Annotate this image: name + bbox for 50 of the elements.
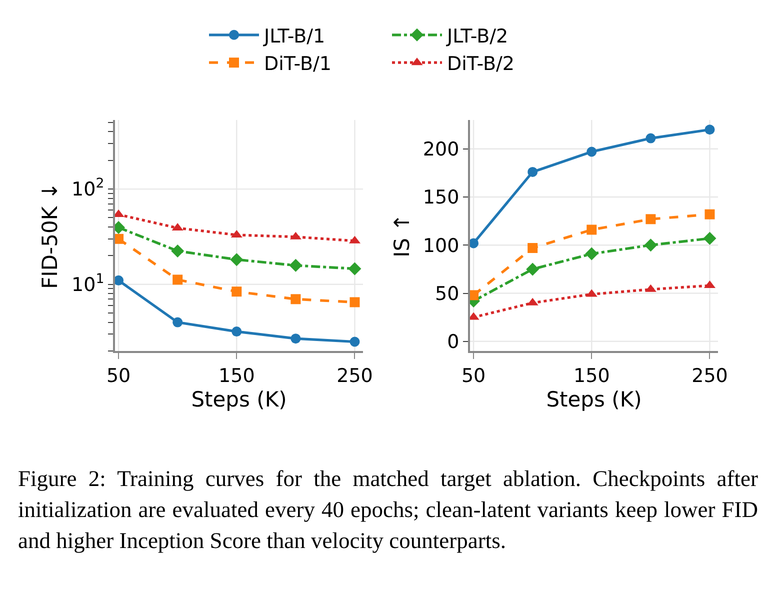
x-tick-label: 50 [461,364,486,387]
y-tick-label: 100 [422,234,460,257]
y-axis-title: FID-50K ↓ [38,182,62,289]
x-axis-title: Steps (K) [546,388,642,412]
point [232,326,242,337]
x-tick-label: 250 [336,364,373,387]
legend-label: JLT-B/1 [263,25,326,48]
point [586,146,597,157]
point [704,209,715,220]
point [646,133,656,144]
point [470,238,479,248]
point [172,317,183,328]
point [585,247,598,260]
point [528,166,538,177]
point [348,262,362,276]
y-axis-title: IS ↑ [390,214,414,258]
legend-label: JLT-B/2 [446,25,508,48]
y-tick-label: 200 [422,138,460,161]
point [350,297,360,308]
y-tick-label: 10$^{1}$ [72,272,104,296]
point [115,275,124,286]
point [586,224,597,235]
point [350,336,360,347]
point [290,294,301,304]
legend-label: DiT-B/2 [447,53,514,76]
point [171,244,184,258]
point [528,243,538,254]
point [172,274,183,285]
point [704,124,715,135]
x-tick-label: 50 [106,364,131,387]
point [526,262,540,276]
y-tick-label: 10$^{2}$ [72,176,104,201]
point [646,214,656,224]
point [470,290,479,300]
x-axis-title: Steps (K) [191,388,287,412]
point [289,258,302,272]
legend-label: DiT-B/1 [264,53,332,76]
point [232,286,242,297]
point [230,253,244,266]
y-tick-label: 150 [422,186,460,209]
x-tick-label: 150 [574,364,610,387]
caption: Figure 2: Training curves for the matched target ablation. Checkpoints after initialization are evaluated every 40 epochs; clean-latent variants keep lower FID and higher Inception Score than velocity counterparts. [18,465,758,555]
y-tick-label: 0 [447,331,460,354]
point [644,238,658,252]
y-tick-label: 50 [435,282,460,305]
x-tick-label: 150 [218,364,255,387]
point [290,334,301,344]
point [115,234,124,244]
x-tick-label: 250 [692,364,728,387]
point [703,232,716,245]
